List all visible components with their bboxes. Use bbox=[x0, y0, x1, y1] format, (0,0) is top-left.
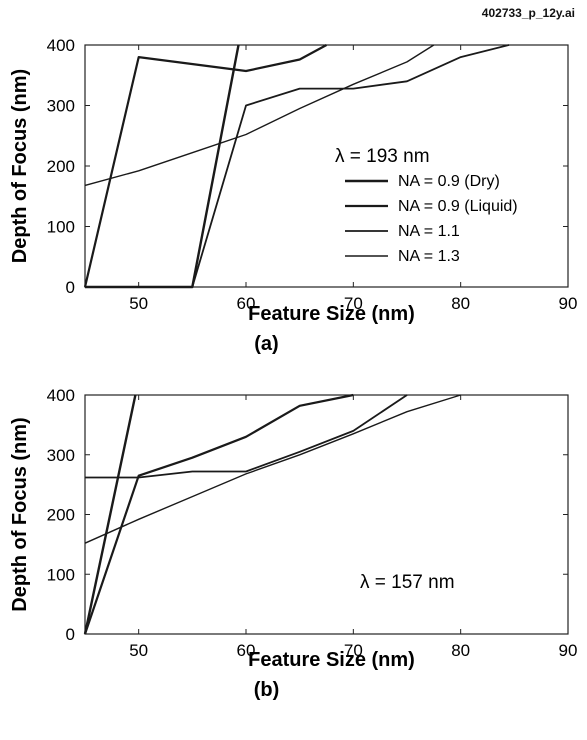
y-tick-label: 100 bbox=[47, 218, 75, 237]
series-line bbox=[83, 394, 137, 635]
series-line bbox=[85, 394, 408, 479]
x-axis-label: Feature Size (nm) bbox=[248, 303, 415, 325]
x-tick-label: 70 bbox=[344, 641, 363, 660]
y-tick-label: 300 bbox=[47, 97, 75, 116]
panel-label: (a) bbox=[254, 333, 278, 355]
plot-frame bbox=[84, 44, 569, 288]
series-line bbox=[85, 44, 240, 289]
wavelength-annotation: λ = 193 nm bbox=[335, 146, 430, 167]
y-axis-label: Depth of Focus (nm) bbox=[9, 69, 31, 263]
x-tick-label: 60 bbox=[237, 294, 256, 313]
series-line bbox=[83, 44, 328, 288]
chart-panel-b: 50 60 70 80 90 0 100 200 300 400 Feature Size (nm)… bbox=[9, 386, 577, 701]
x-tick-label: 80 bbox=[451, 641, 470, 660]
panel-label: (b) bbox=[254, 679, 280, 701]
legend-entry: NA = 1.1 bbox=[398, 223, 460, 240]
y-axis-label: Depth of Focus (nm) bbox=[9, 417, 31, 611]
wavelength-annotation: λ = 157 nm bbox=[360, 572, 455, 593]
y-tick-label: 200 bbox=[47, 157, 75, 176]
plot-frame bbox=[84, 394, 569, 635]
chart-panel-a: 50 60 70 80 90 0 100 200 300 400 Feature Size (nm)… bbox=[9, 36, 577, 355]
y-tick-label: 100 bbox=[47, 565, 75, 584]
x-tick-label: 70 bbox=[344, 294, 363, 313]
x-axis-label: Feature Size (nm) bbox=[248, 649, 415, 671]
x-tick-label: 50 bbox=[129, 641, 148, 660]
series-line bbox=[84, 44, 435, 187]
series-line bbox=[83, 393, 354, 635]
x-tick-label: 80 bbox=[451, 294, 470, 313]
y-tick-label: 400 bbox=[47, 386, 75, 405]
series-line bbox=[191, 44, 510, 288]
y-tick-label: 0 bbox=[66, 278, 75, 297]
file-id-label: 402733_p_12y.ai bbox=[481, 6, 575, 20]
x-tick-label: 50 bbox=[129, 294, 148, 313]
legend-entry: NA = 1.3 bbox=[398, 248, 460, 265]
y-tick-label: 300 bbox=[47, 446, 75, 465]
legend-entry: NA = 0.9 (Dry) bbox=[398, 173, 500, 190]
x-tick-label: 90 bbox=[559, 294, 578, 313]
y-tick-label: 200 bbox=[47, 506, 75, 525]
y-tick-label: 0 bbox=[66, 625, 75, 644]
y-tick-label: 400 bbox=[47, 36, 75, 55]
x-tick-label: 60 bbox=[237, 641, 256, 660]
series-line bbox=[84, 394, 461, 544]
legend-entry: NA = 0.9 (Liquid) bbox=[398, 198, 518, 215]
x-tick-label: 90 bbox=[559, 641, 578, 660]
